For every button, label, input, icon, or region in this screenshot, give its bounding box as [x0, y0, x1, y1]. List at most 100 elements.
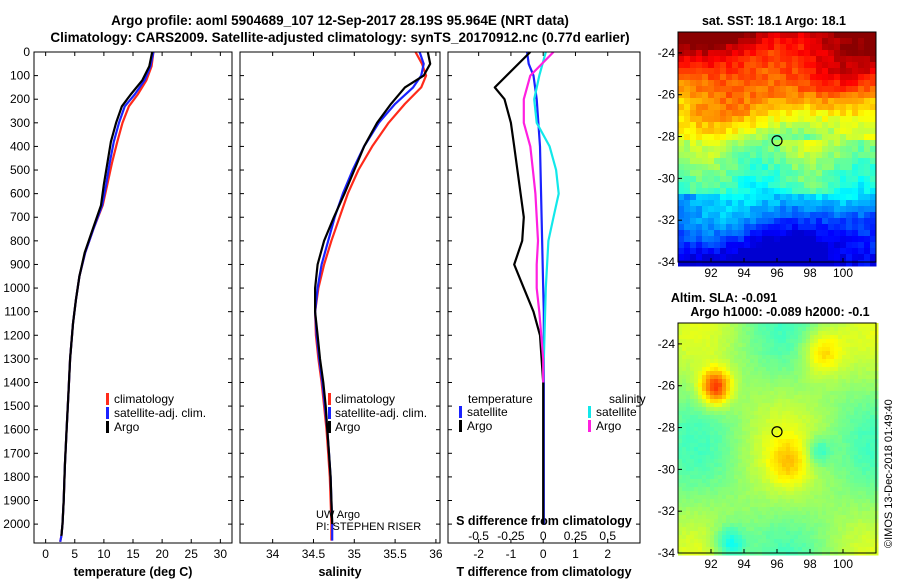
x-tick-label: 34.5 [302, 547, 326, 561]
differences-series-t-argo [493, 52, 545, 525]
legend-label-s-satellite: satellite [596, 405, 637, 419]
x-tick-label: 25 [185, 547, 199, 561]
depth-tick-label: 300 [10, 116, 30, 130]
depth-tick-label: 1100 [4, 305, 30, 319]
sla-map: 92 94 96 98 100 -24 -26 -28 -30 -32 -34 [658, 322, 879, 571]
figure-title-line1: Argo profile: aoml 5904689_107 12-Sep-20… [111, 13, 569, 28]
map1-frame [677, 31, 877, 263]
map-lat-label: -32 [658, 504, 676, 518]
map-lon-label: 100 [833, 266, 853, 280]
map-lat-label: -32 [658, 213, 676, 227]
salinity-x-axis-label: salinity [318, 565, 361, 579]
legend-label-satellite: satellite-adj. clim. [335, 406, 427, 420]
difference-legend: temperature salinity satellite Argo sate… [459, 392, 646, 433]
secondary-tick-label: 0 [540, 529, 547, 543]
secondary-tick-label: 0.5 [599, 529, 616, 543]
map-lat-label: -28 [658, 130, 676, 144]
depth-tick-label: 1900 [3, 494, 30, 508]
salinity-panel: 34 34.5 35 35.5 36 salinity [239, 51, 443, 579]
differences-plot-frame [447, 51, 641, 544]
x-tick-label: 0 [42, 547, 49, 561]
differences-series-s-argo [522, 52, 555, 383]
depth-tick-label: 1500 [3, 399, 30, 413]
map-lon-label: 96 [770, 557, 784, 571]
map-lon-label: 92 [704, 557, 718, 571]
salinity-series-climatology [314, 52, 428, 541]
temperature-series-climatology [59, 52, 155, 543]
depth-tick-label: 1800 [3, 470, 30, 484]
x-tick-label: 36 [429, 547, 443, 561]
x-tick-label: 10 [97, 547, 111, 561]
salinity-legend: climatology satellite-adj. clim. Argo UW… [316, 392, 427, 533]
depth-tick-label: 1700 [3, 446, 30, 460]
depth-tick-label: 1000 [3, 281, 30, 295]
temperature-legend: climatology satellite-adj. clim. Argo [106, 392, 206, 434]
salinity-series-satellite-adj-clim- [314, 52, 425, 541]
differences-series-t-satellite [526, 52, 545, 525]
legend-swatch-s-argo [588, 420, 591, 432]
legend-swatch-satellite [106, 407, 109, 419]
legend-swatch-t-argo [459, 420, 462, 432]
map-lat-label: -30 [658, 462, 676, 476]
profile-panels: 0100200300400500600700800900100011001200… [3, 45, 641, 579]
legend-label-argo: Argo [335, 420, 361, 434]
x-tick-label: 1 [572, 547, 579, 561]
depth-tick-label: 700 [10, 210, 30, 224]
map-lon-label: 100 [833, 557, 853, 571]
map2-heatmap [678, 323, 879, 556]
map-lat-label: -24 [658, 46, 676, 60]
map-lat-label: -28 [658, 421, 676, 435]
legend-swatch-climatology [106, 393, 109, 405]
legend-swatch-argo [106, 421, 109, 433]
depth-tick-label: 100 [10, 69, 30, 83]
depth-tick-label: 1200 [3, 328, 30, 342]
secondary-tick-label: 0.25 [564, 529, 588, 543]
legend-label-argo: Argo [114, 420, 140, 434]
map-lat-label: -34 [658, 546, 676, 560]
map-lat-label: -26 [658, 88, 676, 102]
legend-swatch-argo [328, 421, 331, 433]
legend-label-s-argo: Argo [596, 419, 622, 433]
x-tick-label: 15 [126, 547, 140, 561]
x-tick-label: 35 [348, 547, 362, 561]
map2-frame [677, 322, 877, 554]
depth-tick-label: 200 [10, 92, 30, 106]
map-lat-label: -34 [658, 255, 676, 269]
salinity-series-argo [314, 52, 432, 525]
depth-tick-label: 0 [23, 45, 30, 59]
depth-tick-label: 500 [10, 163, 30, 177]
legend-title-salinity: salinity [609, 392, 646, 406]
legend-swatch-t-satellite [459, 406, 462, 418]
x-tick-label: 30 [214, 547, 228, 561]
salinity-plot-frame [239, 51, 441, 544]
temperature-series-argo [60, 52, 154, 537]
x-tick-label: -1 [506, 547, 517, 561]
map-lon-label: 98 [803, 266, 817, 280]
legend-swatch-climatology [328, 393, 331, 405]
differences-series-s-satellite [533, 52, 560, 383]
argo-position-marker [771, 426, 783, 438]
legend-label-satellite: satellite-adj. clim. [114, 406, 206, 420]
map1-heatmap [678, 32, 877, 267]
x-tick-label: 0 [540, 547, 547, 561]
depth-tick-label: 2000 [3, 517, 30, 531]
map-lat-label: -24 [658, 337, 676, 351]
map-lon-label: 94 [737, 266, 751, 280]
x-tick-label: 5 [71, 547, 78, 561]
map-lon-label: 94 [737, 557, 751, 571]
depth-tick-label: 900 [10, 257, 30, 271]
depth-tick-label: 1600 [3, 423, 30, 437]
imos-stamp: ©IMOS 13-Dec-2018 01:49:40 [883, 399, 895, 548]
map-lat-label: -30 [658, 171, 676, 185]
depth-tick-label: 1300 [3, 352, 30, 366]
legend-label-t-argo: Argo [467, 419, 493, 433]
float-annotation-line1: UW Argo [316, 509, 360, 521]
argo-position-marker [771, 135, 783, 147]
depth-tick-label: 800 [10, 234, 30, 248]
temperature-series-satellite-adj-clim- [59, 52, 155, 543]
temperature-panel: 0100200300400500600700800900100011001200… [3, 45, 233, 579]
temperature-plot-frame [33, 51, 233, 544]
depth-tick-label: 1400 [3, 375, 30, 389]
sla-map-title-line1: Altim. SLA: -0.091 [671, 291, 777, 305]
